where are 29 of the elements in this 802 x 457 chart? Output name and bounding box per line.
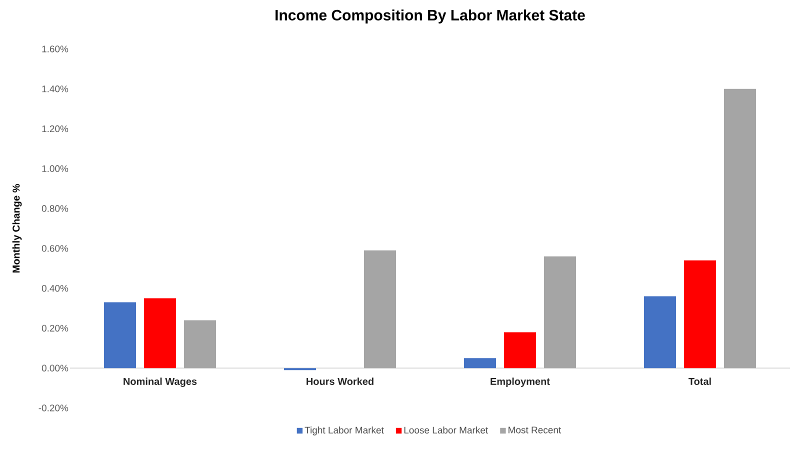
bar <box>144 298 176 368</box>
y-tick-label: 0.40% <box>42 284 68 292</box>
y-tick-label: 0.80% <box>42 205 68 212</box>
y-tick-label: 0.60% <box>42 245 68 252</box>
x-tick-label: Nominal Wages <box>124 378 197 387</box>
y-tick-label: 1.60% <box>42 46 68 52</box>
chart-title: Income Composition By Labor Market State <box>276 9 585 24</box>
y-axis-title: Monthly Change % <box>12 184 22 273</box>
y-tick-label: 1.20% <box>42 125 68 132</box>
bar <box>184 320 216 368</box>
y-tick-label: -0.20% <box>38 404 68 412</box>
bar <box>464 358 496 368</box>
bar <box>104 302 136 368</box>
y-tick-label: 0.20% <box>42 324 68 332</box>
legend-label: Loose Labor Market <box>404 426 488 434</box>
bar <box>364 250 396 368</box>
bar <box>504 332 536 368</box>
x-tick-label: Employment <box>490 378 550 387</box>
y-tick-label: 1.40% <box>42 86 68 92</box>
legend-label: Tight Labor Market <box>304 426 384 436</box>
legend-label: Most Recent <box>508 426 562 434</box>
bar <box>684 260 716 368</box>
x-tick-label: Hours Worked <box>306 378 374 385</box>
x-tick-label: Total <box>688 378 711 385</box>
bar <box>644 296 676 368</box>
bar <box>544 256 576 368</box>
y-tick-label: 1.00% <box>42 165 68 172</box>
bar <box>724 88 756 368</box>
y-tick-label: 0.00% <box>42 364 68 372</box>
